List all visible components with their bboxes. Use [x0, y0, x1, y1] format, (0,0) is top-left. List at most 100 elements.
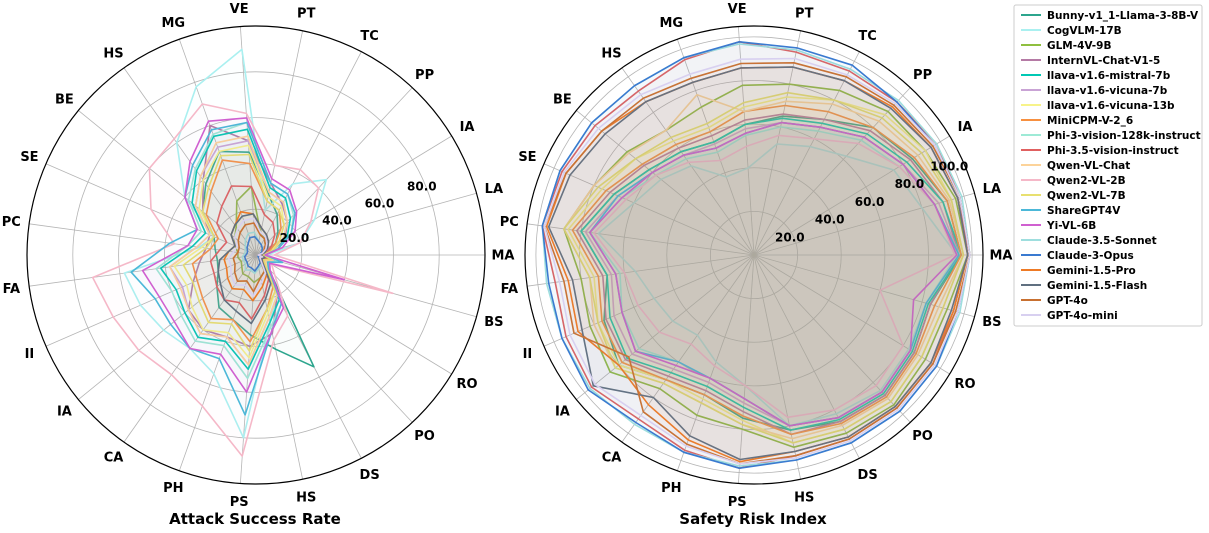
axis-label-ii: II — [25, 347, 35, 362]
axis-label-se: SE — [20, 150, 38, 165]
axis-label-mg: MG — [161, 16, 185, 31]
axis-spoke — [255, 254, 452, 375]
axis-label-hs: HS — [296, 490, 316, 505]
series-claude-3-opus — [243, 235, 264, 272]
axis-spoke — [676, 39, 755, 256]
outer-frame — [524, 25, 984, 485]
series-yi-vl-6b — [588, 121, 958, 427]
axis-label-bs: BS — [484, 315, 503, 330]
axis-spoke — [676, 254, 755, 471]
axis-label-ia: IA — [460, 120, 475, 135]
axis-label-fa: FA — [501, 282, 518, 297]
axis-label-pc: PC — [500, 215, 519, 230]
axis-label-ca: CA — [602, 450, 622, 465]
series-qwen2-vl-7b — [182, 153, 285, 352]
axis-spoke — [753, 192, 975, 256]
radial-tick-label: 100.0 — [930, 159, 968, 173]
axis-spoke — [753, 51, 860, 256]
axis-spoke — [576, 110, 755, 256]
legend-entry: MiniCPM-V-2_6 — [1047, 115, 1133, 127]
series-gpt-4o-mini — [543, 57, 971, 465]
axis-label-pc: PC — [2, 215, 21, 230]
legend-entry: Phi-3-vision-128k-instruct — [1047, 130, 1201, 142]
legend-entry: Gemini-1.5-Flash — [1047, 280, 1147, 292]
legend-entry: Qwen2-VL-7B — [1047, 190, 1126, 202]
axis-spoke — [753, 254, 911, 423]
axis-label-hs: HS — [794, 490, 814, 505]
axis-label-be: BE — [553, 93, 572, 108]
legend-entry: Gemini-1.5-Pro — [1047, 265, 1136, 277]
axis-label-pt: PT — [795, 7, 814, 22]
radial-tick-label: 20.0 — [775, 230, 805, 244]
radial-tick-label: 80.0 — [895, 177, 925, 191]
legend-entry: Bunny-v1_1-Llama-3-8B-V — [1047, 10, 1199, 22]
series-internvl-chat-v1-5 — [575, 113, 960, 436]
radial-tick-label: 40.0 — [815, 213, 845, 227]
axis-spoke — [78, 254, 257, 400]
safety-risk-index-title: Safety Risk Index — [679, 510, 827, 528]
series-qwen2-vl-2b — [593, 134, 956, 419]
axis-spoke — [178, 254, 257, 471]
axis-label-ma: MA — [492, 249, 515, 264]
axis-label-la: LA — [983, 182, 1001, 197]
axis-label-ph: PH — [163, 481, 183, 496]
axis-label-ps: PS — [728, 495, 747, 510]
attack-success-rate-title: Attack Success Rate — [169, 510, 341, 528]
series-claude-3-opus — [541, 40, 971, 470]
legend-entry: CogVLM-17B — [1047, 25, 1122, 37]
axis-label-pp: PP — [913, 68, 932, 83]
axis-spoke — [255, 135, 452, 256]
legend-entry: Qwen-VL-Chat — [1047, 160, 1130, 172]
axis-label-ro: RO — [457, 377, 478, 392]
axis-spoke — [737, 26, 755, 256]
series-gemini-1-5-flash — [547, 66, 969, 461]
legend-entry: Claude-3.5-Sonnet — [1047, 235, 1157, 247]
axis-spoke — [78, 110, 257, 256]
axis-label-ia: IA — [555, 404, 570, 419]
axis-label-fa: FA — [3, 282, 20, 297]
axis-label-ve: VE — [230, 2, 249, 17]
axis-label-ma: MA — [990, 249, 1013, 264]
outer-frame — [26, 25, 486, 485]
legend-entry: llava-v1.6-mistral-7b — [1047, 70, 1171, 82]
axis-label-ia: IA — [958, 120, 973, 135]
radial-tick-label: 60.0 — [365, 197, 395, 211]
series-cogvlm-17b — [597, 143, 958, 427]
axis-label-ve: VE — [728, 2, 747, 17]
axis-label-bs: BS — [982, 315, 1001, 330]
axis-spoke — [543, 163, 755, 256]
axis-label-ca: CA — [104, 450, 124, 465]
axis-label-po: PO — [912, 429, 933, 444]
axis-spoke — [543, 254, 755, 347]
safety-risk-index-radar: 20.0 40.0 60.0 80.0 100.0 MA LA IA PP TC PT VE MG HS B… — [500, 2, 1013, 510]
axis-spoke — [255, 254, 477, 318]
axis-spoke — [753, 254, 975, 318]
axis-label-ph: PH — [661, 481, 681, 496]
series-qwen2-vl-7b — [563, 91, 965, 444]
axis-spoke — [527, 254, 755, 287]
series-gpt-4o-mini — [228, 217, 268, 297]
radial-tick-label: 80.0 — [407, 179, 437, 193]
axis-label-ds: DS — [858, 468, 878, 483]
axis-label-ps: PS — [230, 495, 249, 510]
axis-spoke — [753, 254, 860, 459]
legend-entry: Phi-3.5-vision-instruct — [1047, 145, 1179, 157]
axis-label-tc: TC — [360, 29, 378, 44]
axis-spoke — [621, 254, 755, 443]
radial-tick-label: 20.0 — [280, 231, 310, 245]
legend-entry: GLM-4V-9B — [1047, 40, 1111, 52]
axis-label-se: SE — [518, 150, 536, 165]
axis-label-la: LA — [485, 182, 503, 197]
axis-spoke — [753, 254, 801, 480]
legend-entry: Claude-3-Opus — [1047, 250, 1134, 262]
axis-spoke — [576, 254, 755, 400]
axis-label-be: BE — [55, 93, 74, 108]
axis-spoke — [753, 87, 911, 256]
axis-label-mg: MG — [659, 16, 683, 31]
attack-success-rate-radar: 20.0 40.0 60.0 80.0 MA LA IA PP TC PT VE MG HS BE SE PC… — [2, 2, 515, 510]
axis-label-po: PO — [414, 429, 435, 444]
legend-entry: Qwen2-VL-2B — [1047, 175, 1126, 187]
radial-tick-label: 60.0 — [855, 195, 885, 209]
axis-label-tc: TC — [858, 29, 876, 44]
legend-entry: Yi-VL-6B — [1046, 220, 1096, 232]
